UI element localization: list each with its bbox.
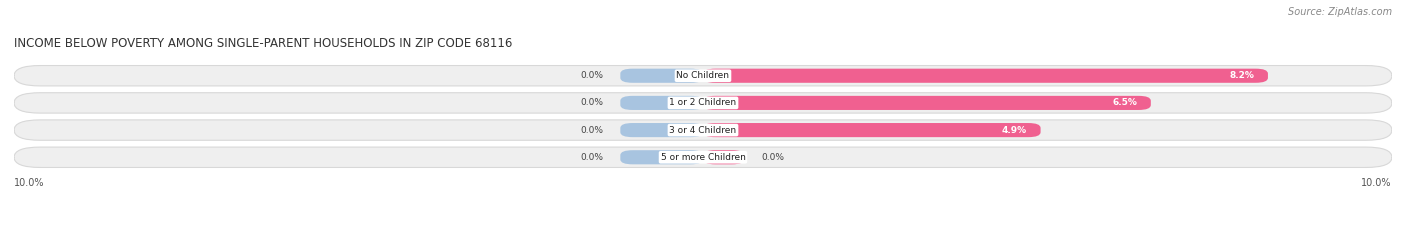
Text: 0.0%: 0.0% (581, 98, 603, 107)
FancyBboxPatch shape (703, 123, 1040, 137)
Text: 10.0%: 10.0% (14, 178, 45, 188)
Text: 3 or 4 Children: 3 or 4 Children (669, 126, 737, 135)
Text: INCOME BELOW POVERTY AMONG SINGLE-PARENT HOUSEHOLDS IN ZIP CODE 68116: INCOME BELOW POVERTY AMONG SINGLE-PARENT… (14, 37, 512, 50)
Text: 0.0%: 0.0% (581, 71, 603, 80)
FancyBboxPatch shape (620, 69, 703, 83)
Text: 0.0%: 0.0% (762, 153, 785, 162)
FancyBboxPatch shape (620, 150, 703, 164)
FancyBboxPatch shape (620, 96, 703, 110)
FancyBboxPatch shape (14, 65, 1392, 86)
FancyBboxPatch shape (703, 96, 1152, 110)
Text: 6.5%: 6.5% (1112, 98, 1137, 107)
FancyBboxPatch shape (703, 69, 1268, 83)
Text: 4.9%: 4.9% (1001, 126, 1026, 135)
FancyBboxPatch shape (14, 120, 1392, 140)
FancyBboxPatch shape (703, 150, 744, 164)
FancyBboxPatch shape (14, 147, 1392, 168)
Text: 8.2%: 8.2% (1229, 71, 1254, 80)
Text: 5 or more Children: 5 or more Children (661, 153, 745, 162)
Text: 10.0%: 10.0% (1361, 178, 1392, 188)
Text: 1 or 2 Children: 1 or 2 Children (669, 98, 737, 107)
Text: No Children: No Children (676, 71, 730, 80)
FancyBboxPatch shape (14, 93, 1392, 113)
Text: 0.0%: 0.0% (581, 126, 603, 135)
Text: 0.0%: 0.0% (581, 153, 603, 162)
FancyBboxPatch shape (620, 123, 703, 137)
Text: Source: ZipAtlas.com: Source: ZipAtlas.com (1288, 7, 1392, 17)
